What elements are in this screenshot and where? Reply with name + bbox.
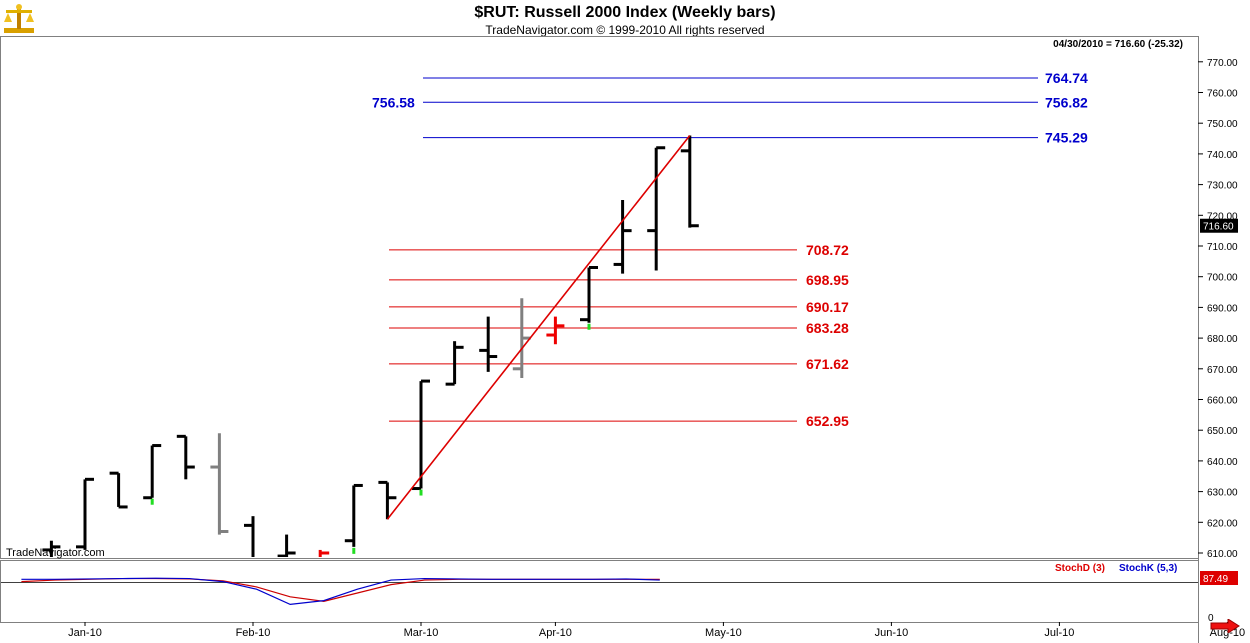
fib-level-red-label: 652.95 bbox=[806, 413, 849, 429]
ohlc-bar bbox=[580, 265, 598, 330]
chart-title: $RUT: Russell 2000 Index (Weekly bars) bbox=[474, 4, 776, 21]
stoch-axis-label: 0 bbox=[1208, 613, 1214, 624]
fib-level-blue-label: 745.29 bbox=[1045, 130, 1088, 146]
chart-subtitle: TradeNavigator.com © 1999-2010 All right… bbox=[485, 23, 765, 37]
fib-level-red-label: 671.62 bbox=[806, 356, 849, 372]
watermark-label: TradeNavigator.com bbox=[6, 547, 105, 559]
ohlc-bar bbox=[244, 516, 255, 557]
y-tick-label: 640.00 bbox=[1207, 457, 1238, 468]
x-tick-label: Apr-10 bbox=[539, 627, 572, 639]
ohlc-bar bbox=[42, 540, 61, 557]
y-tick-label: 670.00 bbox=[1207, 365, 1238, 376]
trend-line bbox=[386, 134, 691, 520]
fib-level-red-label: 708.72 bbox=[806, 242, 849, 258]
stoch-k-line bbox=[21, 577, 660, 606]
stoch-value-label: 87.49 bbox=[1203, 574, 1228, 585]
y-tick-label: 690.00 bbox=[1207, 303, 1238, 314]
ohlc-bar bbox=[412, 379, 430, 496]
price-box bbox=[1200, 218, 1238, 233]
x-tick-label: Jan-10 bbox=[68, 627, 102, 639]
y-tick-label: 720.00 bbox=[1207, 211, 1238, 222]
y-tick-label: 650.00 bbox=[1207, 426, 1238, 437]
stoch-k-legend: StochK (5,3) bbox=[1119, 563, 1177, 574]
y-tick-label: 620.00 bbox=[1207, 518, 1238, 529]
stoch-d-legend: StochD (3) bbox=[1055, 563, 1105, 574]
ohlc-bar bbox=[479, 316, 498, 372]
ohlc-bar bbox=[210, 433, 229, 535]
x-tick-label: Feb-10 bbox=[236, 627, 271, 639]
y-tick-label: 760.00 bbox=[1207, 89, 1238, 100]
ohlc-bar bbox=[647, 146, 666, 271]
price-box-label: 716.60 bbox=[1203, 222, 1234, 233]
y-tick-label: 740.00 bbox=[1207, 150, 1238, 161]
price-panel-frame bbox=[0, 36, 1199, 559]
y-tick-label: 700.00 bbox=[1207, 273, 1238, 284]
y-tick-label: 630.00 bbox=[1207, 488, 1238, 499]
ohlc-bar bbox=[277, 534, 296, 557]
ohlc-bar bbox=[512, 298, 531, 379]
fib-level-blue-label: 764.74 bbox=[1045, 70, 1088, 86]
stoch-value-box bbox=[1200, 571, 1238, 585]
ohlc-bar bbox=[318, 549, 330, 557]
y-tick-label: 610.00 bbox=[1207, 549, 1238, 560]
plot-area bbox=[42, 77, 1038, 557]
ohlc-bar bbox=[109, 471, 128, 509]
ohlc-bar bbox=[445, 341, 464, 386]
y-tick-label: 660.00 bbox=[1207, 396, 1238, 407]
ohlc-bar bbox=[143, 444, 162, 505]
x-tick-label: Mar-10 bbox=[404, 627, 439, 639]
ohlc-bar bbox=[176, 434, 195, 480]
y-tick-label: 680.00 bbox=[1207, 334, 1238, 345]
ohlc-bar bbox=[76, 477, 94, 550]
ohlc-bar bbox=[680, 135, 699, 228]
y-tick-label: 730.00 bbox=[1207, 181, 1238, 192]
fib-level-blue-label: 756.82 bbox=[1045, 94, 1088, 110]
y-tick-label: 770.00 bbox=[1207, 58, 1238, 69]
y-tick-label: 750.00 bbox=[1207, 119, 1238, 130]
scroll-right-arrow-icon[interactable] bbox=[1210, 618, 1240, 638]
ohlc-bar bbox=[546, 316, 565, 345]
fib-level-red-label: 690.17 bbox=[806, 299, 849, 315]
x-tick-label: May-10 bbox=[705, 627, 742, 639]
x-tick-label: Jul-10 bbox=[1044, 627, 1074, 639]
fib-left-blue-label: 756.58 bbox=[372, 94, 415, 110]
stoch-panel-frame bbox=[0, 560, 1199, 623]
fib-level-red-label: 698.95 bbox=[806, 272, 849, 288]
fib-level-red-label: 683.28 bbox=[806, 320, 849, 336]
y-tick-label: 710.00 bbox=[1207, 242, 1238, 253]
ohlc-bar bbox=[613, 199, 632, 274]
x-tick-label: Aug-10 bbox=[1210, 627, 1245, 639]
scale-balance-icon[interactable] bbox=[2, 2, 36, 36]
ohlc-bar bbox=[378, 480, 397, 520]
stoch-d-line bbox=[21, 577, 660, 602]
x-tick-label: Jun-10 bbox=[875, 627, 909, 639]
ohlc-bar bbox=[344, 483, 363, 554]
last-quote-label: 04/30/2010 = 716.60 (-25.32) bbox=[1053, 39, 1183, 50]
